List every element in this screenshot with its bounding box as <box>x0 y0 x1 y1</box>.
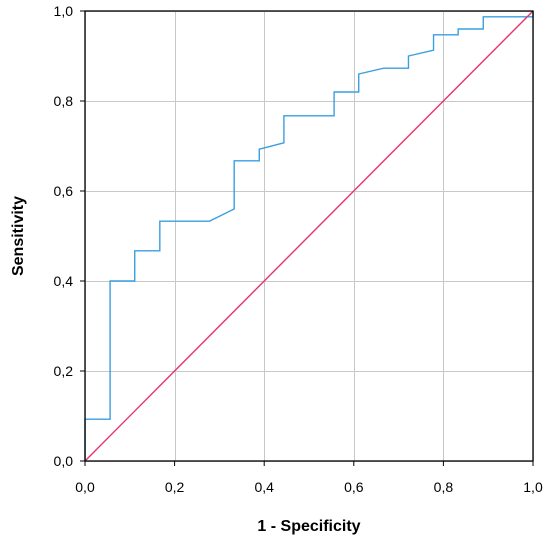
x-axis-ticks: 0,0 0,2 0,4 0,6 0,8 1,0 <box>75 461 543 495</box>
x-tick-label: 0,8 <box>434 479 454 495</box>
y-axis-title: Sensitivity <box>10 196 27 276</box>
x-tick-label: 0,2 <box>165 479 185 495</box>
y-tick-label: 0,6 <box>54 183 74 199</box>
y-tick-label: 0,8 <box>54 93 74 109</box>
y-tick-label: 0,2 <box>54 363 74 379</box>
series-layer <box>84 10 534 462</box>
y-axis-ticks: 0,0 0,2 0,4 0,6 0,8 1,0 <box>54 3 85 469</box>
x-axis-title: 1 - Specificity <box>257 518 360 535</box>
y-tick-label: 1,0 <box>54 3 74 19</box>
roc-curve <box>84 11 534 461</box>
x-tick-label: 0,4 <box>254 479 274 495</box>
reference-line <box>84 10 534 462</box>
y-tick-label: 0,4 <box>54 273 74 289</box>
plot-frame <box>84 10 534 462</box>
x-tick-label: 0,6 <box>344 479 364 495</box>
x-tick-label: 0,0 <box>75 479 95 495</box>
x-tick-label: 1,0 <box>523 479 543 495</box>
y-tick-label: 0,0 <box>54 453 74 469</box>
